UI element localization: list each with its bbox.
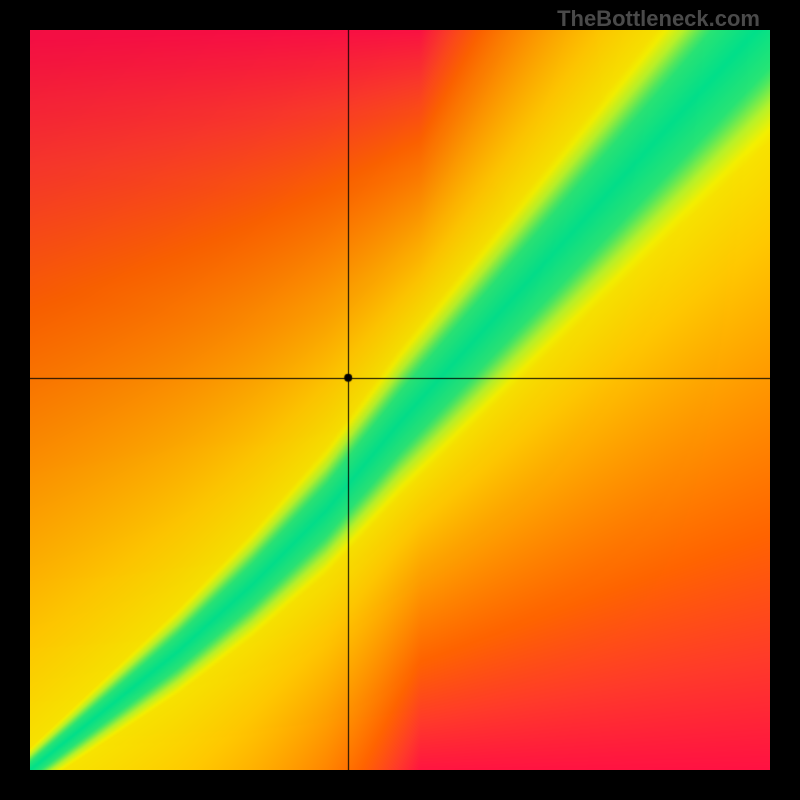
watermark-label: TheBottleneck.com xyxy=(557,6,760,32)
chart-container: TheBottleneck.com xyxy=(0,0,800,800)
bottleneck-heatmap xyxy=(30,30,770,770)
